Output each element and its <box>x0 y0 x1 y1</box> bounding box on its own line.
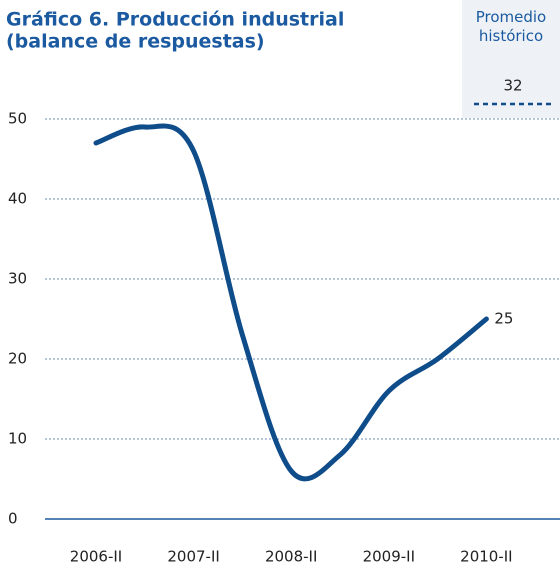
legend-value: 32 <box>503 77 522 95</box>
line <box>93 123 489 482</box>
chart-subtitle: (balance de respuestas) <box>6 31 265 53</box>
y-tick-label: 0 <box>8 510 18 528</box>
x-tick-label: 2006-II <box>70 548 122 566</box>
legend-label-box: Promedio histórico <box>475 8 547 45</box>
y-tick-label: 20 <box>8 350 27 368</box>
x-tick-label: 2009-II <box>363 548 415 566</box>
x-tick-label: 2010-II <box>460 548 512 566</box>
legend-label: Promedio histórico <box>475 8 547 45</box>
y-tick-label: 10 <box>8 430 27 448</box>
x-tick-label: 2008-II <box>265 548 317 566</box>
y-tick-label: 30 <box>8 270 27 288</box>
data-label: 25 <box>494 310 513 328</box>
y-tick-label: 50 <box>8 110 27 128</box>
y-tick-label: 40 <box>8 190 27 208</box>
x-tick-label: 2007-II <box>167 548 219 566</box>
legend-box <box>462 0 560 118</box>
chart-title: Gráfico 6. Producción industrial <box>6 9 344 31</box>
